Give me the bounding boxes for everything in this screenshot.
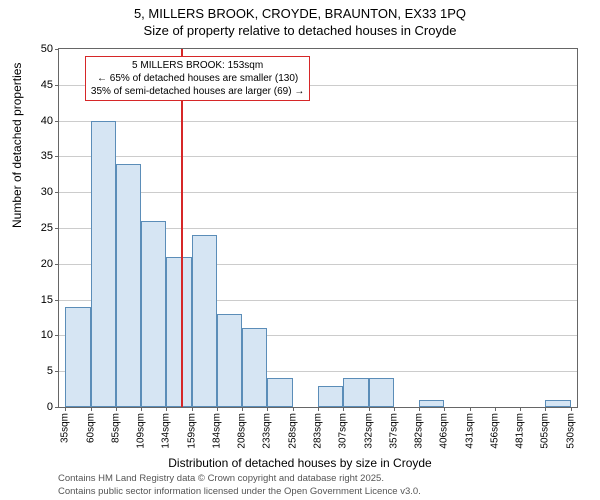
xtick-mark xyxy=(419,407,420,411)
ytick-label: 20 xyxy=(41,258,53,270)
histogram-bar xyxy=(369,378,394,407)
ytick-label: 50 xyxy=(41,43,53,55)
xtick-mark xyxy=(520,407,521,411)
xtick-label: 382sqm xyxy=(414,413,425,449)
ytick-mark xyxy=(55,156,59,157)
xtick-label: 505sqm xyxy=(540,413,551,449)
ytick-mark xyxy=(55,192,59,193)
xtick-mark xyxy=(394,407,395,411)
chart-title: 5, MILLERS BROOK, CROYDE, BRAUNTON, EX33… xyxy=(0,0,600,40)
footer-line-2: Contains public sector information licen… xyxy=(58,486,421,498)
histogram-bar xyxy=(242,328,267,407)
xtick-mark xyxy=(571,407,572,411)
chart-container: 5, MILLERS BROOK, CROYDE, BRAUNTON, EX33… xyxy=(0,0,600,500)
xtick-mark xyxy=(545,407,546,411)
xtick-mark xyxy=(141,407,142,411)
xtick-mark xyxy=(192,407,193,411)
xtick-label: 283sqm xyxy=(313,413,324,449)
gridline xyxy=(59,156,577,157)
xtick-label: 357sqm xyxy=(388,413,399,449)
xtick-label: 184sqm xyxy=(211,413,222,449)
histogram-bar xyxy=(267,378,292,407)
annotation-box: 5 MILLERS BROOK: 153sqm ← 65% of detache… xyxy=(85,56,310,101)
xtick-label: 530sqm xyxy=(565,413,576,449)
xtick-mark xyxy=(444,407,445,411)
xtick-mark xyxy=(91,407,92,411)
xtick-label: 332sqm xyxy=(363,413,374,449)
ytick-label: 25 xyxy=(41,222,53,234)
footer-attribution: Contains HM Land Registry data © Crown c… xyxy=(58,473,421,498)
histogram-bar xyxy=(65,307,90,407)
xtick-label: 134sqm xyxy=(161,413,172,449)
xtick-label: 35sqm xyxy=(60,413,71,443)
ytick-label: 35 xyxy=(41,150,53,162)
xtick-label: 431sqm xyxy=(464,413,475,449)
ytick-label: 10 xyxy=(41,329,53,341)
xtick-label: 456sqm xyxy=(489,413,500,449)
histogram-bar xyxy=(343,378,368,407)
ytick-mark xyxy=(55,85,59,86)
histogram-bar xyxy=(192,235,217,407)
xtick-label: 481sqm xyxy=(515,413,526,449)
gridline xyxy=(59,121,577,122)
histogram-bar xyxy=(91,121,116,407)
histogram-bar xyxy=(116,164,141,407)
ytick-mark xyxy=(55,264,59,265)
reference-line xyxy=(181,49,183,407)
xtick-label: 406sqm xyxy=(439,413,450,449)
xtick-mark xyxy=(242,407,243,411)
ytick-mark xyxy=(55,49,59,50)
ytick-mark xyxy=(55,121,59,122)
ytick-label: 15 xyxy=(41,294,53,306)
histogram-bar xyxy=(217,314,242,407)
ytick-label: 40 xyxy=(41,115,53,127)
xtick-mark xyxy=(116,407,117,411)
ytick-mark xyxy=(55,228,59,229)
xtick-mark xyxy=(343,407,344,411)
xtick-mark xyxy=(293,407,294,411)
xtick-mark xyxy=(318,407,319,411)
ytick-label: 5 xyxy=(47,365,53,377)
xtick-mark xyxy=(369,407,370,411)
xtick-label: 307sqm xyxy=(338,413,349,449)
xtick-mark xyxy=(166,407,167,411)
histogram-bar xyxy=(141,221,166,407)
xtick-mark xyxy=(65,407,66,411)
xtick-label: 208sqm xyxy=(237,413,248,449)
title-line-2: Size of property relative to detached ho… xyxy=(0,23,600,40)
histogram-bar xyxy=(166,257,191,407)
ytick-label: 0 xyxy=(47,401,53,413)
x-axis-label: Distribution of detached houses by size … xyxy=(0,456,600,470)
xtick-label: 60sqm xyxy=(85,413,96,443)
xtick-label: 109sqm xyxy=(136,413,147,449)
xtick-mark xyxy=(495,407,496,411)
ytick-mark xyxy=(55,407,59,408)
ytick-label: 30 xyxy=(41,186,53,198)
histogram-bar xyxy=(545,400,570,407)
footer-line-1: Contains HM Land Registry data © Crown c… xyxy=(58,473,421,485)
xtick-mark xyxy=(267,407,268,411)
annotation-line-2: ← 65% of detached houses are smaller (13… xyxy=(91,72,304,85)
xtick-label: 258sqm xyxy=(287,413,298,449)
ytick-mark xyxy=(55,300,59,301)
xtick-label: 159sqm xyxy=(186,413,197,449)
xtick-label: 233sqm xyxy=(262,413,273,449)
plot-area: 0510152025303540455035sqm60sqm85sqm109sq… xyxy=(58,48,578,408)
annotation-line-1: 5 MILLERS BROOK: 153sqm xyxy=(91,59,304,72)
title-line-1: 5, MILLERS BROOK, CROYDE, BRAUNTON, EX33… xyxy=(0,6,600,23)
ytick-mark xyxy=(55,335,59,336)
xtick-mark xyxy=(217,407,218,411)
xtick-mark xyxy=(470,407,471,411)
y-axis-label: Number of detached properties xyxy=(10,63,24,228)
annotation-line-3: 35% of semi-detached houses are larger (… xyxy=(91,85,304,98)
histogram-bar xyxy=(419,400,444,407)
xtick-label: 85sqm xyxy=(110,413,121,443)
ytick-mark xyxy=(55,371,59,372)
histogram-bar xyxy=(318,386,343,407)
ytick-label: 45 xyxy=(41,79,53,91)
